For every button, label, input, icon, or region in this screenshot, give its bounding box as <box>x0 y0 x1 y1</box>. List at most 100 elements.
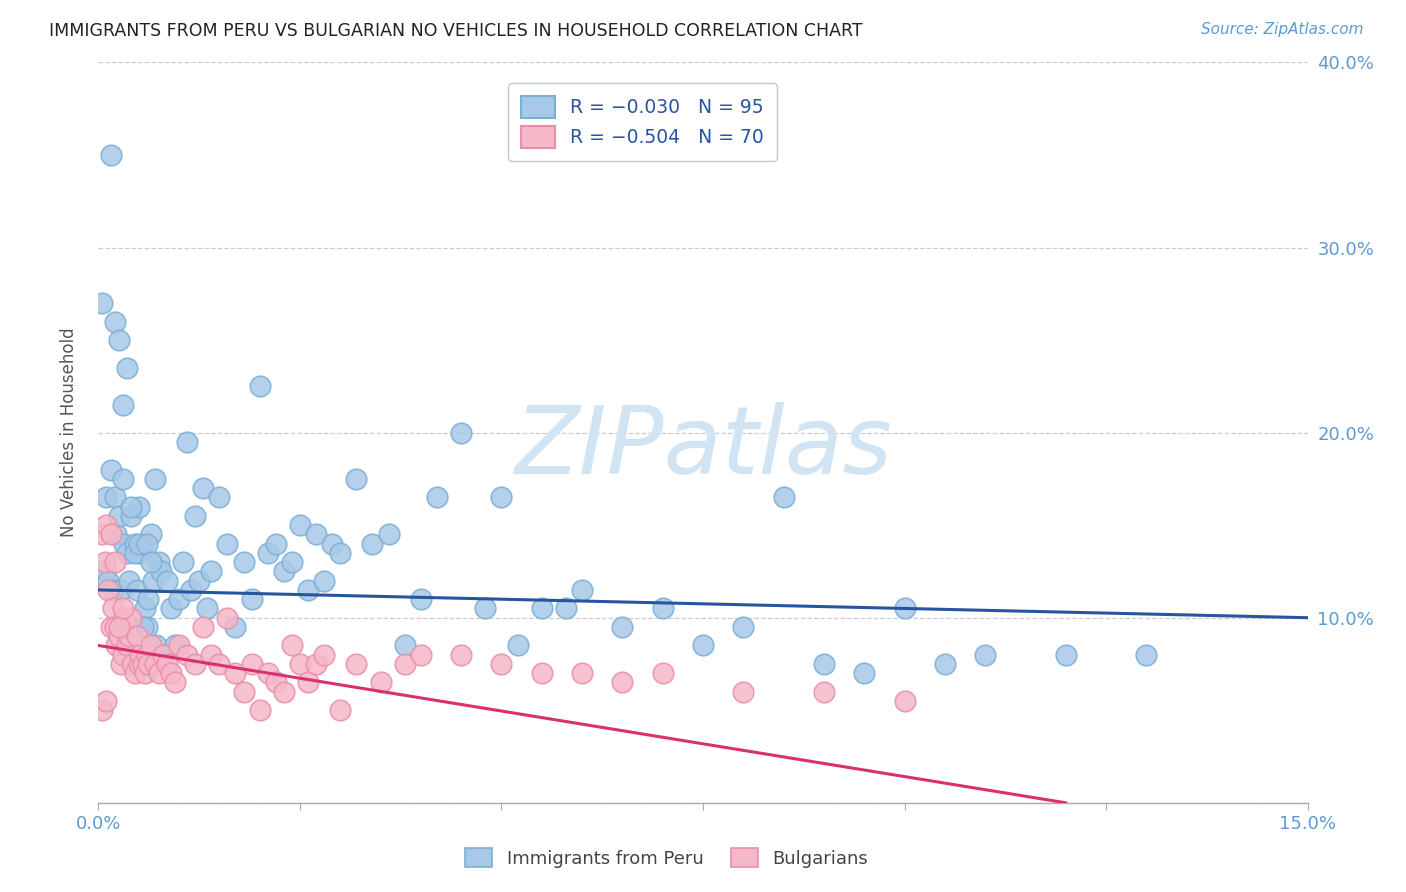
Point <box>813 685 835 699</box>
Point <box>256 546 278 560</box>
Point <box>132 657 155 671</box>
Point <box>934 657 956 671</box>
Point <box>224 666 246 681</box>
Point <box>506 639 529 653</box>
Point <box>612 675 634 690</box>
Point <box>256 666 278 681</box>
Point <box>188 574 211 588</box>
Point <box>733 620 755 634</box>
Point <box>208 491 231 505</box>
Point <box>491 491 513 505</box>
Point <box>692 639 714 653</box>
Point <box>100 148 122 162</box>
Point <box>305 527 328 541</box>
Point <box>132 620 155 634</box>
Point <box>111 472 134 486</box>
Point <box>128 536 150 550</box>
Point <box>143 472 166 486</box>
Point <box>394 657 416 671</box>
Point <box>129 546 152 560</box>
Text: Source: ZipAtlas.com: Source: ZipAtlas.com <box>1201 22 1364 37</box>
Point <box>772 491 794 505</box>
Point <box>297 675 319 690</box>
Point <box>305 657 328 671</box>
Point <box>450 425 472 440</box>
Point <box>394 639 416 653</box>
Text: ZIPatlas: ZIPatlas <box>515 402 891 493</box>
Point <box>91 703 114 717</box>
Point <box>329 546 352 560</box>
Point <box>163 675 186 690</box>
Point <box>139 639 162 653</box>
Point <box>115 360 138 375</box>
Point <box>361 536 384 550</box>
Point <box>96 518 118 533</box>
Point <box>160 601 183 615</box>
Point <box>217 536 239 550</box>
Point <box>555 601 578 615</box>
Point <box>264 675 287 690</box>
Point <box>91 296 114 310</box>
Point <box>138 592 160 607</box>
Point <box>128 500 150 514</box>
Point <box>96 694 118 708</box>
Point <box>974 648 997 662</box>
Point <box>91 527 114 541</box>
Point <box>112 536 135 550</box>
Point <box>853 666 876 681</box>
Point <box>110 657 132 671</box>
Point <box>110 582 132 597</box>
Point <box>145 639 167 653</box>
Point <box>281 555 304 569</box>
Point <box>156 574 179 588</box>
Point <box>370 675 392 690</box>
Point <box>200 565 222 579</box>
Point <box>273 565 295 579</box>
Point <box>377 527 399 541</box>
Point <box>103 620 125 634</box>
Point <box>152 648 174 662</box>
Point <box>344 657 367 671</box>
Point <box>120 610 142 624</box>
Point <box>167 639 190 653</box>
Point <box>107 508 129 523</box>
Point <box>120 508 142 523</box>
Point <box>129 648 152 662</box>
Point <box>101 582 124 597</box>
Point <box>474 601 496 615</box>
Y-axis label: No Vehicles in Household: No Vehicles in Household <box>59 327 77 538</box>
Point <box>118 574 141 588</box>
Point <box>893 601 915 615</box>
Point <box>813 657 835 671</box>
Point <box>426 491 449 505</box>
Point <box>193 620 215 634</box>
Point <box>135 620 157 634</box>
Point <box>138 657 160 671</box>
Point <box>124 546 146 560</box>
Point <box>103 491 125 505</box>
Point <box>115 546 138 560</box>
Point <box>101 601 124 615</box>
Point <box>172 555 194 569</box>
Point <box>893 694 915 708</box>
Point <box>148 555 170 569</box>
Point <box>240 592 263 607</box>
Point <box>180 582 202 597</box>
Point <box>105 527 128 541</box>
Point <box>124 536 146 550</box>
Point <box>148 666 170 681</box>
Point <box>128 657 150 671</box>
Point <box>156 657 179 671</box>
Point <box>249 379 271 393</box>
Point <box>134 666 156 681</box>
Point <box>94 555 117 569</box>
Point <box>249 703 271 717</box>
Point <box>121 620 143 634</box>
Point <box>217 610 239 624</box>
Point <box>127 582 149 597</box>
Point <box>121 657 143 671</box>
Point <box>107 620 129 634</box>
Point <box>111 398 134 412</box>
Point <box>195 601 218 615</box>
Point <box>208 657 231 671</box>
